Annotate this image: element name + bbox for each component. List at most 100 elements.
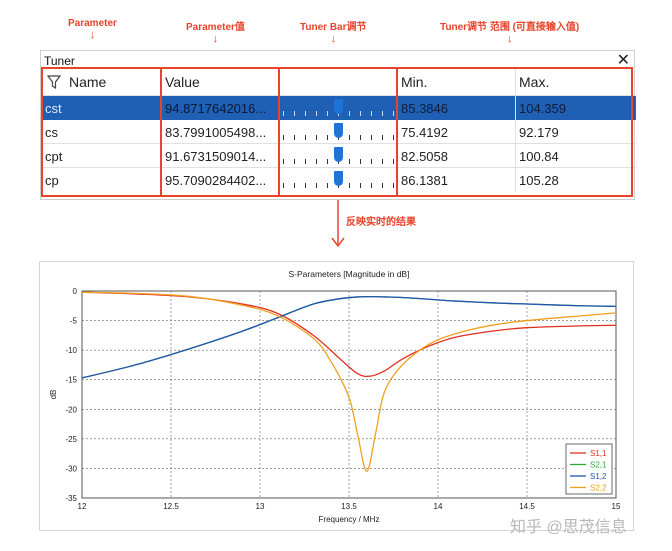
slider-thumb[interactable] [333, 99, 343, 114]
x-axis-label: Frequency / MHz [319, 515, 380, 524]
x-tick-label: 13.5 [341, 502, 357, 511]
tuner-table-header: Name Value Min. Max. [41, 68, 636, 96]
legend-label: S1,2 [590, 472, 607, 481]
x-tick-label: 12.5 [163, 502, 179, 511]
slider-tick [349, 159, 350, 164]
slider-tick [371, 159, 372, 164]
column-header-name[interactable]: Name [41, 68, 161, 96]
param-name: cst [45, 100, 62, 116]
min-field[interactable]: 75.4192 [401, 124, 448, 140]
arrow-down-icon: ↓ [330, 33, 337, 45]
slider-tick [349, 183, 350, 188]
max-field[interactable]: 104.359 [519, 100, 566, 116]
slider-tick [360, 159, 361, 164]
param-value-field[interactable]: 83.7991005498... [165, 124, 267, 140]
tuner-slider[interactable] [279, 96, 397, 120]
param-name: cs [45, 124, 58, 140]
table-row[interactable]: cst 94.8717642016... 85.3846 104.359 [41, 96, 636, 120]
column-header-value[interactable]: Value [165, 74, 200, 90]
slider-tick [316, 183, 317, 188]
column-header-max[interactable]: Max. [519, 74, 550, 90]
arrow-down-icon: ↓ [89, 29, 96, 41]
slider-tick [294, 135, 295, 140]
column-header-bar [279, 68, 397, 96]
slider-tick [393, 111, 394, 116]
x-tick-label: 12 [78, 502, 87, 511]
annotation-tuner-bar: Tuner Bar调节 ↓ [300, 22, 367, 45]
x-tick-label: 13 [256, 502, 265, 511]
tuner-slider[interactable] [279, 120, 397, 144]
slider-thumb[interactable] [333, 171, 343, 186]
y-axis-label: dB [49, 390, 58, 400]
x-tick-label: 14.5 [519, 502, 535, 511]
slider-tick [371, 135, 372, 140]
y-tick-label: -5 [70, 317, 78, 326]
param-value-field[interactable]: 91.6731509014... [165, 148, 267, 164]
column-header-name-label: Name [69, 74, 107, 90]
y-tick-label: -35 [65, 494, 77, 503]
close-icon[interactable]: ✕ [616, 52, 630, 69]
slider-thumb[interactable] [333, 147, 343, 162]
x-tick-label: 15 [612, 502, 621, 511]
slider-tick [393, 159, 394, 164]
tuner-slider[interactable] [279, 144, 397, 168]
legend-label: S1,1 [590, 449, 607, 458]
table-row[interactable]: cs 83.7991005498... 75.4192 92.179 [41, 120, 636, 144]
s-parameter-chart: S-Parameters [Magnitude in dB] 12 12.5 13 13… [39, 261, 634, 531]
annotation-parameter: Parameter ↓ [68, 18, 117, 41]
arrow-down-icon: ↓ [212, 33, 219, 45]
y-tick-label: -10 [65, 346, 77, 355]
slider-tick [393, 183, 394, 188]
tuner-slider[interactable] [279, 168, 397, 192]
slider-tick [316, 159, 317, 164]
slider-tick [316, 135, 317, 140]
slider-tick [305, 159, 306, 164]
slider-tick [360, 135, 361, 140]
min-field[interactable]: 86.1381 [401, 172, 448, 188]
slider-tick [382, 183, 383, 188]
legend-label: S2,1 [590, 461, 607, 470]
chart-title: S-Parameters [Magnitude in dB] [289, 269, 410, 279]
slider-tick [305, 183, 306, 188]
slider-tick [305, 135, 306, 140]
slider-thumb[interactable] [333, 123, 343, 138]
slider-tick [327, 183, 328, 188]
plot-area [81, 290, 617, 499]
slider-tick [327, 111, 328, 116]
slider-tick [283, 159, 284, 164]
filter-icon[interactable] [47, 74, 61, 90]
slider-tick [349, 135, 350, 140]
slider-tick [382, 159, 383, 164]
max-field[interactable]: 105.28 [519, 172, 559, 188]
max-field[interactable]: 100.84 [519, 148, 559, 164]
slider-tick [305, 111, 306, 116]
param-value-field[interactable]: 94.8717642016... [165, 100, 267, 116]
y-tick-label: -15 [65, 376, 77, 385]
annotation-parameter-value: Parameter值 ↓ [186, 22, 245, 45]
slider-tick [316, 111, 317, 116]
slider-tick [360, 111, 361, 116]
slider-tick [382, 135, 383, 140]
min-field[interactable]: 85.3846 [401, 100, 448, 116]
table-row[interactable]: cpt 91.6731509014... 82.5058 100.84 [41, 144, 636, 168]
tuner-title: Tuner [44, 54, 75, 68]
series-line-s1-2 [81, 295, 617, 379]
slider-tick [283, 183, 284, 188]
column-header-min[interactable]: Min. [401, 74, 428, 90]
table-row[interactable]: cp 95.7090284402... 86.1381 105.28 [41, 168, 636, 192]
param-name: cp [45, 172, 59, 188]
slider-tick [294, 111, 295, 116]
y-tick-label: -25 [65, 435, 77, 444]
series-line-s2-2 [81, 291, 617, 473]
param-value-field[interactable]: 95.7090284402... [165, 172, 267, 188]
max-field[interactable]: 92.179 [519, 124, 559, 140]
slider-tick [327, 135, 328, 140]
annotation-realtime-result: 反映实时的结果 [346, 217, 416, 228]
arrow-down-icon: ↓ [506, 33, 513, 45]
param-name: cpt [45, 148, 63, 164]
slider-tick [360, 183, 361, 188]
slider-tick [371, 111, 372, 116]
legend [565, 443, 613, 495]
min-field[interactable]: 82.5058 [401, 148, 448, 164]
y-tick-label: -20 [65, 405, 77, 414]
